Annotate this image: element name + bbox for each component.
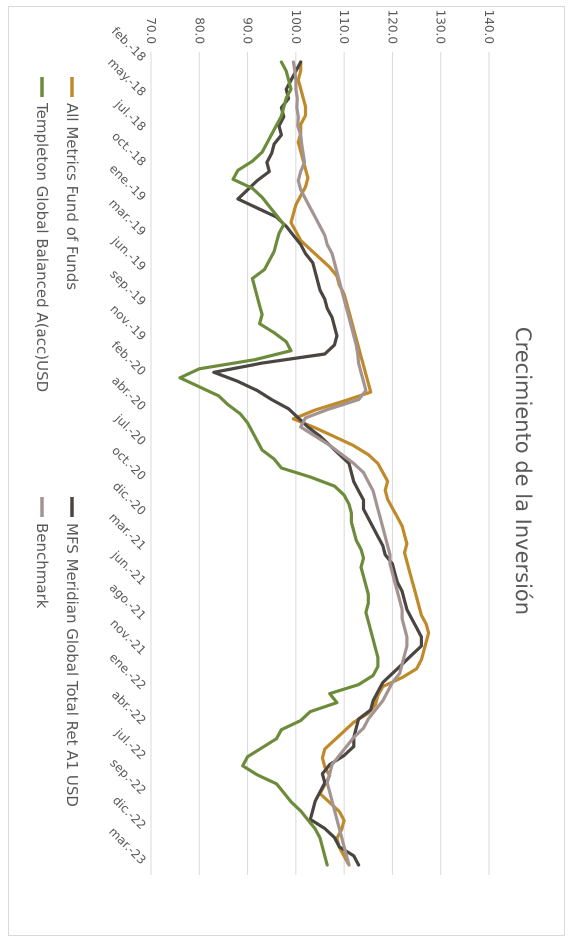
legend-label: All Metrics Fund of Funds xyxy=(63,103,81,290)
x-tick-label: jun.-19 xyxy=(108,233,148,273)
series-line-4 xyxy=(291,60,409,867)
legend-label: MFS Meridian Global Total Ret A1 USD xyxy=(63,523,81,807)
y-tick-label: 70.0 xyxy=(144,17,158,44)
y-tick-label: 100.0 xyxy=(289,10,303,44)
x-tick-label: nov.-21 xyxy=(107,616,148,657)
y-tick-label: 130.0 xyxy=(434,10,448,44)
legend-label: Benchmark xyxy=(33,523,51,609)
x-tick-label: mar.-23 xyxy=(106,824,149,867)
y-tick-label: 140.0 xyxy=(482,10,496,44)
x-tick-label: mar.-21 xyxy=(106,510,149,553)
y-tick-label: 80.0 xyxy=(192,17,206,44)
x-tick-label: abr.-22 xyxy=(109,688,149,728)
x-tick-label: ene.-19 xyxy=(106,161,148,203)
investment-growth-chart: Crecimiento de la Inversión 70.0 80.0 90.0 1… xyxy=(33,10,535,875)
x-tick-label: jul.-18 xyxy=(112,97,149,134)
x-tick-label: ene.-22 xyxy=(106,650,148,692)
series-line-1 xyxy=(289,60,431,867)
x-tick-label: ago.-21 xyxy=(107,581,149,623)
legend-label: Templeton Global Balanced A(acc)USD xyxy=(33,102,51,392)
y-tick-label: 120.0 xyxy=(385,10,399,44)
series-line-3 xyxy=(178,60,380,867)
x-tick-label: oct.-20 xyxy=(109,443,149,483)
x-tick-label: feb.-20 xyxy=(109,338,149,378)
series-line-2 xyxy=(212,60,423,867)
chart-frame: Crecimiento de la Inversión 70.0 80.0 90.0 1… xyxy=(8,6,565,936)
x-tick-label: jul.-20 xyxy=(112,411,149,448)
x-tick-label: sep.-19 xyxy=(107,267,148,308)
y-tick-label: 110.0 xyxy=(337,10,351,44)
x-tick-label: may.-18 xyxy=(105,55,149,99)
x-tick-label: sep.-22 xyxy=(107,756,148,797)
x-tick-label: abr.-20 xyxy=(109,373,149,413)
rotated-chart-group: Crecimiento de la Inversión 70.0 80.0 90.0 1… xyxy=(33,10,535,875)
chart-title: Crecimiento de la Inversión xyxy=(511,327,535,615)
x-tick-label: mar.-19 xyxy=(106,196,149,239)
x-tick-label: nov.-19 xyxy=(107,302,148,343)
y-tick-label: 90.0 xyxy=(241,17,255,44)
